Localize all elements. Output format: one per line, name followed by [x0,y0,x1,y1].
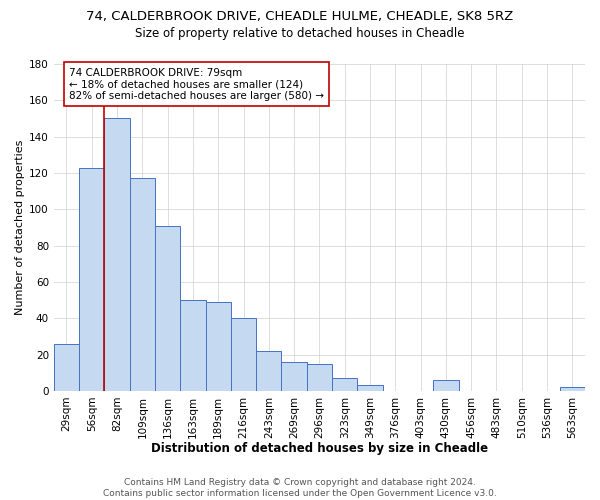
Text: Contains HM Land Registry data © Crown copyright and database right 2024.
Contai: Contains HM Land Registry data © Crown c… [103,478,497,498]
Text: Size of property relative to detached houses in Cheadle: Size of property relative to detached ho… [135,28,465,40]
Text: 74, CALDERBROOK DRIVE, CHEADLE HULME, CHEADLE, SK8 5RZ: 74, CALDERBROOK DRIVE, CHEADLE HULME, CH… [86,10,514,23]
Bar [155,226,180,391]
Bar [332,378,358,391]
Bar [231,318,256,391]
Bar [560,387,585,391]
Text: 74 CALDERBROOK DRIVE: 79sqm
← 18% of detached houses are smaller (124)
82% of se: 74 CALDERBROOK DRIVE: 79sqm ← 18% of det… [69,68,324,101]
Bar [358,386,383,391]
X-axis label: Distribution of detached houses by size in Cheadle: Distribution of detached houses by size … [151,442,488,455]
Bar [54,344,79,391]
Bar [433,380,458,391]
Bar [307,364,332,391]
Y-axis label: Number of detached properties: Number of detached properties [15,140,25,315]
Bar [206,302,231,391]
Bar [104,118,130,391]
Bar [256,351,281,391]
Bar [180,300,206,391]
Bar [130,178,155,391]
Bar [79,168,104,391]
Bar [281,362,307,391]
